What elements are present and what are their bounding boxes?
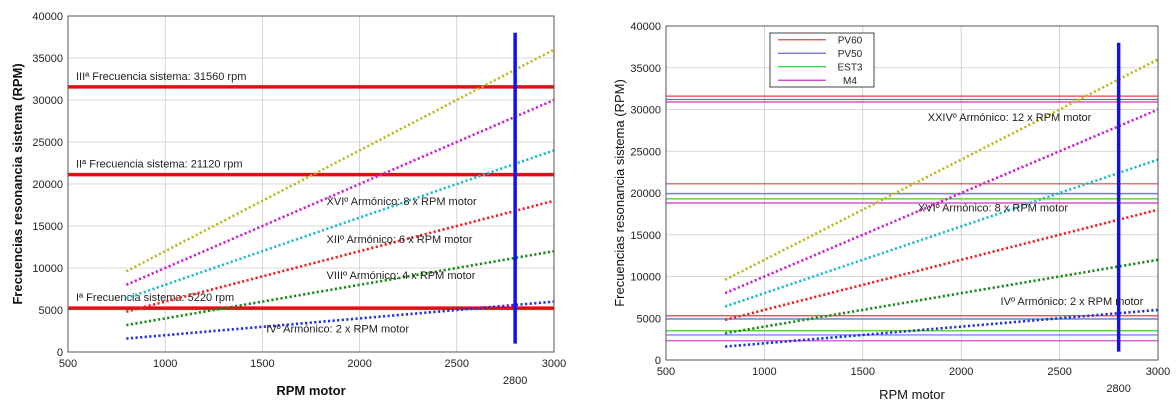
chart-right: XXIVº Armónico: 12 x RPM motor XVIº Armón… xyxy=(612,21,1170,402)
y-tick-label: 5000 xyxy=(39,305,63,317)
legend: PV60 PV50 EST3 M4 xyxy=(769,32,875,88)
y-tick-label: 25000 xyxy=(32,137,63,149)
chart-left: IIIª Frecuencia sistema: 31560 rpm IIª Fr… xyxy=(10,11,566,398)
harmonic-annotation: IVº Armónico: 2 x RPM motor xyxy=(266,324,409,336)
y-tick-label: 35000 xyxy=(630,63,661,75)
y-tick-label: 10000 xyxy=(32,263,63,275)
y-tick-label: 40000 xyxy=(630,21,661,33)
x-tick-label-extra: 2800 xyxy=(503,375,527,387)
x-tick-label: 1000 xyxy=(153,358,177,370)
x-axis-label: RPM motor xyxy=(879,387,945,402)
x-tick-label: 1000 xyxy=(752,366,776,378)
harmonic-series-line xyxy=(125,149,555,300)
x-tick-label: 2000 xyxy=(949,366,973,378)
y-axis-label: Frecuencias resonancia sistema (RPM) xyxy=(10,63,25,304)
x-tick-label-extra: 2800 xyxy=(1106,383,1130,395)
x-tick-label: 500 xyxy=(59,358,77,370)
system-frequency-label: Iª Frecuencia sistema: 5220 rpm xyxy=(76,292,234,304)
legend-box xyxy=(769,32,875,88)
x-tick-label: 2000 xyxy=(347,358,371,370)
x-tick-label: 2500 xyxy=(445,358,469,370)
x-tick-label: 2500 xyxy=(1047,366,1071,378)
system-frequency-label: IIIª Frecuencia sistema: 31560 rpm xyxy=(76,71,246,83)
y-tick-label: 40000 xyxy=(32,11,63,23)
y-tick-label: 30000 xyxy=(32,95,63,107)
harmonic-annotation: XXIVº Armónico: 12 x RPM motor xyxy=(928,112,1092,124)
harmonic-annotation: IVº Armónico: 2 x RPM motor xyxy=(1001,296,1144,308)
x-axis-label: RPM motor xyxy=(276,383,345,398)
harmonic-annotation: XIIº Armónico: 6 x RPM motor xyxy=(327,234,473,246)
harmonic-series-line xyxy=(125,48,555,273)
plot-frame xyxy=(665,25,1159,361)
y-tick-label: 0 xyxy=(655,355,661,367)
plot-frame xyxy=(67,15,555,353)
y-tick-label: 5000 xyxy=(637,313,661,325)
harmonic-series-line xyxy=(724,108,1159,295)
legend-entry-label: M4 xyxy=(843,76,857,87)
y-tick-label: 20000 xyxy=(32,179,63,191)
harmonic-series-line xyxy=(724,208,1159,322)
y-tick-label: 35000 xyxy=(32,53,63,65)
y-tick-label: 20000 xyxy=(630,188,661,200)
y-tick-label: 0 xyxy=(57,347,63,359)
legend-entry-label: PV60 xyxy=(838,35,863,46)
y-tick-label: 30000 xyxy=(630,105,661,117)
harmonic-series-line xyxy=(724,308,1159,348)
harmonic-series-line xyxy=(126,249,555,327)
y-tick-label: 10000 xyxy=(630,272,661,284)
harmonic-series-line xyxy=(724,58,1159,281)
x-tick-label: 1500 xyxy=(851,366,875,378)
legend-entry-label: PV50 xyxy=(838,49,863,60)
legend-entry-label: EST3 xyxy=(837,62,862,73)
harmonic-annotation: XVIº Armónico: 8 x RPM motor xyxy=(918,202,1068,214)
harmonic-series-line xyxy=(125,199,555,313)
y-tick-label: 15000 xyxy=(32,221,63,233)
x-tick-label: 3000 xyxy=(542,358,566,370)
x-tick-label: 500 xyxy=(657,366,675,378)
harmonic-annotation: XVIº Armónico: 8 x RPM motor xyxy=(327,196,477,208)
x-tick-label: 1500 xyxy=(250,358,274,370)
system-frequency-label: IIª Frecuencia sistema: 21120 rpm xyxy=(76,159,243,171)
y-axis-label: Frecuencias resonancia sistema (RPM) xyxy=(612,79,627,307)
y-tick-label: 15000 xyxy=(630,230,661,242)
y-tick-label: 25000 xyxy=(630,146,661,158)
x-tick-label: 3000 xyxy=(1146,366,1170,378)
harmonic-series-line xyxy=(125,98,555,286)
harmonic-annotation: VIIIº Armónico: 4 x RPM motor xyxy=(327,270,476,282)
